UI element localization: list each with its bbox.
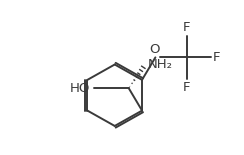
Text: HO: HO: [70, 82, 91, 95]
Text: NH₂: NH₂: [147, 58, 172, 71]
Text: O: O: [149, 43, 159, 56]
Text: F: F: [183, 21, 191, 34]
Text: F: F: [213, 51, 221, 64]
Text: F: F: [183, 81, 191, 94]
